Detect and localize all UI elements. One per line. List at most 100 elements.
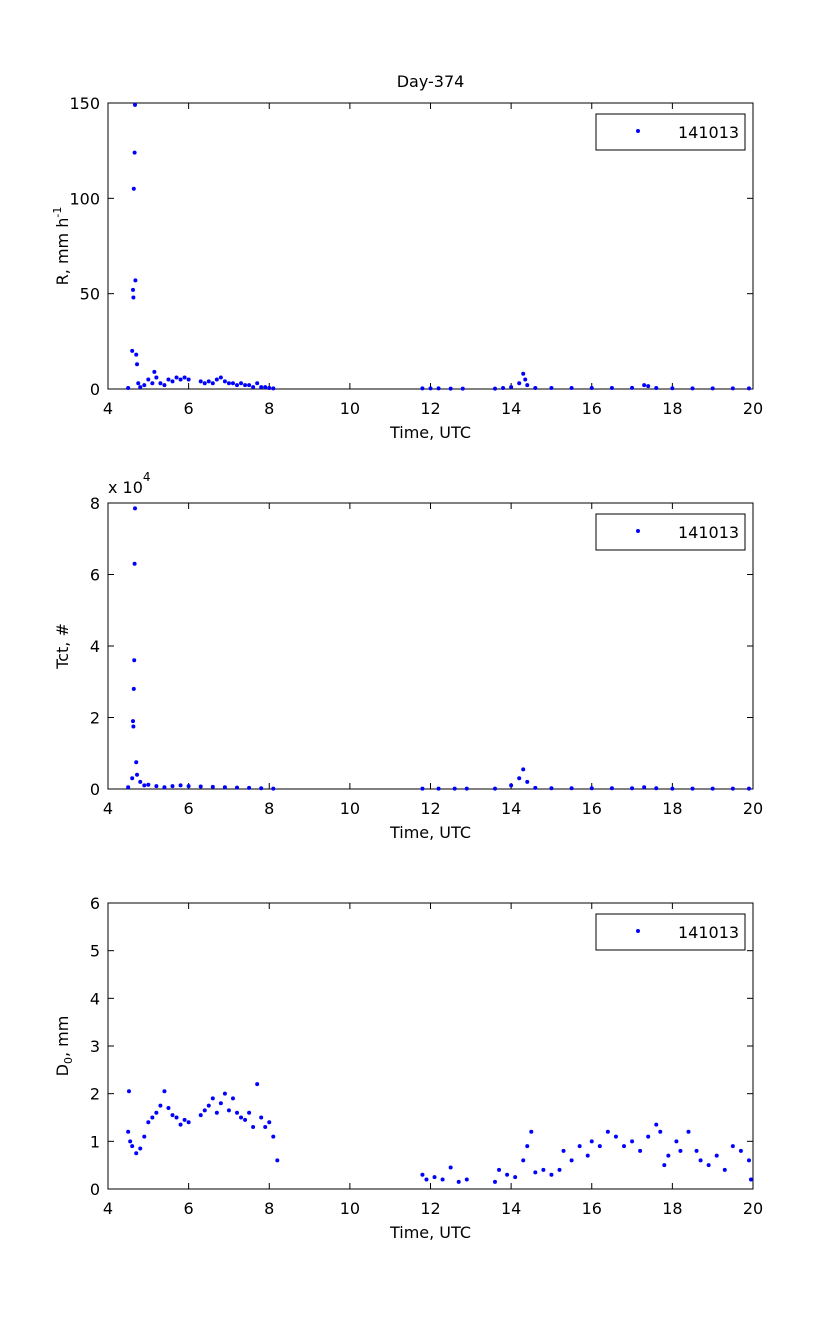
point bbox=[464, 786, 469, 791]
point bbox=[521, 767, 526, 772]
point bbox=[448, 386, 453, 391]
point bbox=[521, 371, 526, 376]
point bbox=[255, 381, 260, 386]
point bbox=[666, 1153, 671, 1158]
point bbox=[525, 779, 530, 784]
point bbox=[710, 386, 715, 391]
x-tick-label: 20 bbox=[743, 799, 763, 818]
point bbox=[456, 1179, 461, 1184]
point bbox=[259, 1115, 264, 1120]
point bbox=[133, 506, 138, 511]
point bbox=[126, 1129, 131, 1134]
point bbox=[162, 383, 167, 388]
point bbox=[134, 1151, 139, 1156]
y-multiplier-exponent: 4 bbox=[143, 470, 151, 484]
point bbox=[533, 1170, 538, 1175]
chart-title: Day-374 bbox=[397, 72, 465, 91]
y-multiplier-base: x 10 bbox=[108, 478, 143, 497]
point bbox=[166, 377, 171, 382]
point bbox=[497, 1167, 502, 1172]
point bbox=[694, 1148, 699, 1153]
point bbox=[493, 786, 497, 791]
y-axis-label-part: -1 bbox=[51, 207, 64, 218]
point bbox=[214, 377, 219, 382]
x-tick-label: 6 bbox=[184, 399, 194, 418]
point bbox=[210, 381, 215, 386]
point bbox=[226, 1108, 231, 1113]
point bbox=[158, 1103, 163, 1108]
point bbox=[247, 1110, 252, 1115]
x-tick-label: 12 bbox=[420, 399, 440, 418]
point bbox=[174, 375, 179, 380]
point bbox=[523, 377, 528, 382]
x-tick-label: 6 bbox=[184, 1199, 194, 1218]
point bbox=[420, 1172, 425, 1177]
point bbox=[138, 1146, 143, 1151]
point bbox=[609, 386, 614, 391]
point bbox=[130, 719, 135, 724]
point bbox=[440, 1177, 445, 1182]
point bbox=[654, 786, 659, 791]
point bbox=[146, 377, 151, 382]
point bbox=[533, 785, 538, 790]
x-tick-label: 14 bbox=[501, 399, 521, 418]
point bbox=[247, 785, 252, 790]
y-tick-label: 8 bbox=[90, 494, 100, 513]
point bbox=[198, 784, 203, 789]
point bbox=[670, 786, 675, 791]
point bbox=[259, 385, 264, 390]
y-tick-label: 50 bbox=[80, 285, 100, 304]
y-tick-label: 1 bbox=[90, 1132, 100, 1151]
point bbox=[642, 785, 647, 790]
x-tick-label: 8 bbox=[264, 799, 274, 818]
point bbox=[501, 386, 506, 391]
point bbox=[748, 1177, 753, 1182]
point bbox=[146, 782, 151, 787]
point bbox=[259, 786, 264, 791]
point bbox=[150, 1115, 155, 1120]
point bbox=[130, 287, 135, 292]
point bbox=[136, 381, 141, 386]
point bbox=[166, 1105, 171, 1110]
y-axis-label: Tct, # bbox=[53, 623, 72, 670]
point bbox=[206, 379, 211, 384]
point bbox=[132, 658, 137, 663]
x-tick-label: 16 bbox=[582, 399, 602, 418]
point bbox=[746, 386, 751, 391]
point bbox=[218, 1101, 223, 1106]
x-axis-label: Time, UTC bbox=[389, 1223, 471, 1242]
point bbox=[630, 385, 635, 390]
point bbox=[613, 1134, 618, 1139]
point bbox=[230, 381, 235, 386]
point bbox=[525, 383, 530, 388]
point bbox=[222, 1091, 227, 1096]
point bbox=[202, 381, 207, 386]
point bbox=[263, 1125, 268, 1130]
legend-box bbox=[595, 113, 746, 151]
point bbox=[198, 379, 203, 384]
point bbox=[569, 386, 574, 391]
point bbox=[130, 348, 135, 353]
legend-label: 141013 bbox=[678, 523, 739, 542]
point bbox=[509, 385, 514, 390]
point bbox=[142, 783, 147, 788]
point bbox=[517, 381, 522, 386]
point bbox=[271, 386, 276, 391]
point bbox=[605, 1129, 610, 1134]
point bbox=[557, 1167, 562, 1172]
point bbox=[243, 383, 248, 388]
point bbox=[690, 786, 695, 791]
legend-marker bbox=[636, 129, 640, 133]
y-tick-label: 6 bbox=[90, 566, 100, 585]
point bbox=[138, 385, 143, 390]
point bbox=[432, 1175, 437, 1180]
point bbox=[452, 786, 457, 791]
point bbox=[128, 1139, 133, 1144]
point bbox=[630, 1139, 635, 1144]
point bbox=[525, 1144, 530, 1149]
point bbox=[154, 784, 159, 789]
y-axis-label-part: 0 bbox=[62, 1057, 75, 1064]
point bbox=[589, 786, 594, 791]
point bbox=[126, 386, 131, 391]
point bbox=[130, 1144, 135, 1149]
